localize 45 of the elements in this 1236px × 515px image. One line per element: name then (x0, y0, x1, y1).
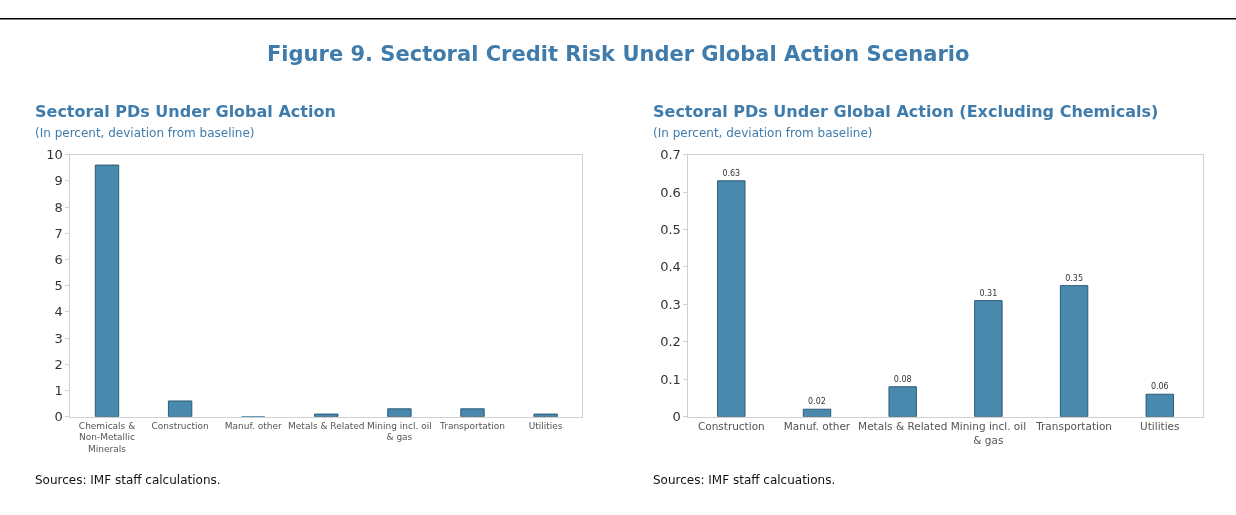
x-tick-label: Construction (151, 420, 209, 431)
source-note: Sources: IMF staff calculations. (35, 473, 221, 487)
y-tick-label: 6 (54, 251, 63, 267)
data-label: 0.08 (893, 374, 912, 384)
y-tick-label: 4 (54, 304, 63, 320)
x-tick-label: Utilities (1140, 420, 1180, 433)
source-note: Sources: IMF staff calcuations. (653, 473, 836, 487)
y-tick-label: 10 (46, 147, 63, 163)
x-tick-label: Manuf. other (783, 420, 851, 433)
y-tick-label: 0.6 (660, 184, 681, 200)
data-label: 0.06 (1150, 382, 1169, 392)
x-tick-label: Manuf. other (224, 420, 282, 431)
x-tick-label: Metals & Related (288, 420, 365, 431)
x-tick-label: Chemicals & Non-Metallic Minerals (78, 420, 136, 454)
y-tick-label: 1 (54, 383, 63, 399)
y-tick-label: 0 (672, 409, 681, 425)
x-tick-label: Transportation (439, 420, 505, 431)
y-tick-label: 9 (54, 173, 63, 189)
x-tick-label: Metals & Related (858, 420, 948, 433)
x-tick-label: Construction (697, 420, 765, 433)
data-label: 0.35 (1065, 273, 1083, 283)
chart-title: Sectoral PDs Under Global Action (Excluding Chemicals) (653, 102, 1159, 121)
data-label: 0.63 (722, 168, 741, 178)
y-tick-label: 0.5 (660, 222, 681, 238)
chart-subtitle: (In percent, deviation from baseline) (35, 126, 255, 140)
caption: Figure 9. Sectoral Credit Risk Under Global Action Scenario (267, 42, 970, 66)
data-label: 0.02 (808, 397, 826, 407)
y-tick-label: 3 (54, 330, 63, 346)
y-tick-label: 5 (54, 278, 63, 294)
y-tick-label: 2 (54, 356, 63, 372)
y-tick-label: 7 (54, 225, 63, 241)
y-tick-label: 0.2 (660, 334, 681, 350)
y-tick-label: 0.1 (660, 371, 681, 387)
y-tick-label: 0.4 (660, 259, 681, 275)
x-tick-label: Utilities (528, 420, 563, 431)
x-tick-label: Mining incl. oil & gas (367, 420, 432, 443)
y-tick-label: 0 (54, 409, 63, 425)
chart-title: Sectoral PDs Under Global Action (35, 102, 336, 121)
y-tick-label: 8 (54, 199, 63, 215)
data-label: 0.31 (979, 288, 998, 298)
x-tick-label: Mining incl. oil & gas (950, 420, 1027, 446)
x-tick-label: Transportation (1035, 420, 1112, 433)
chart-subtitle: (In percent, deviation from baseline) (653, 126, 873, 140)
y-tick-label: 0.3 (660, 296, 681, 312)
y-tick-label: 0.7 (660, 147, 681, 163)
